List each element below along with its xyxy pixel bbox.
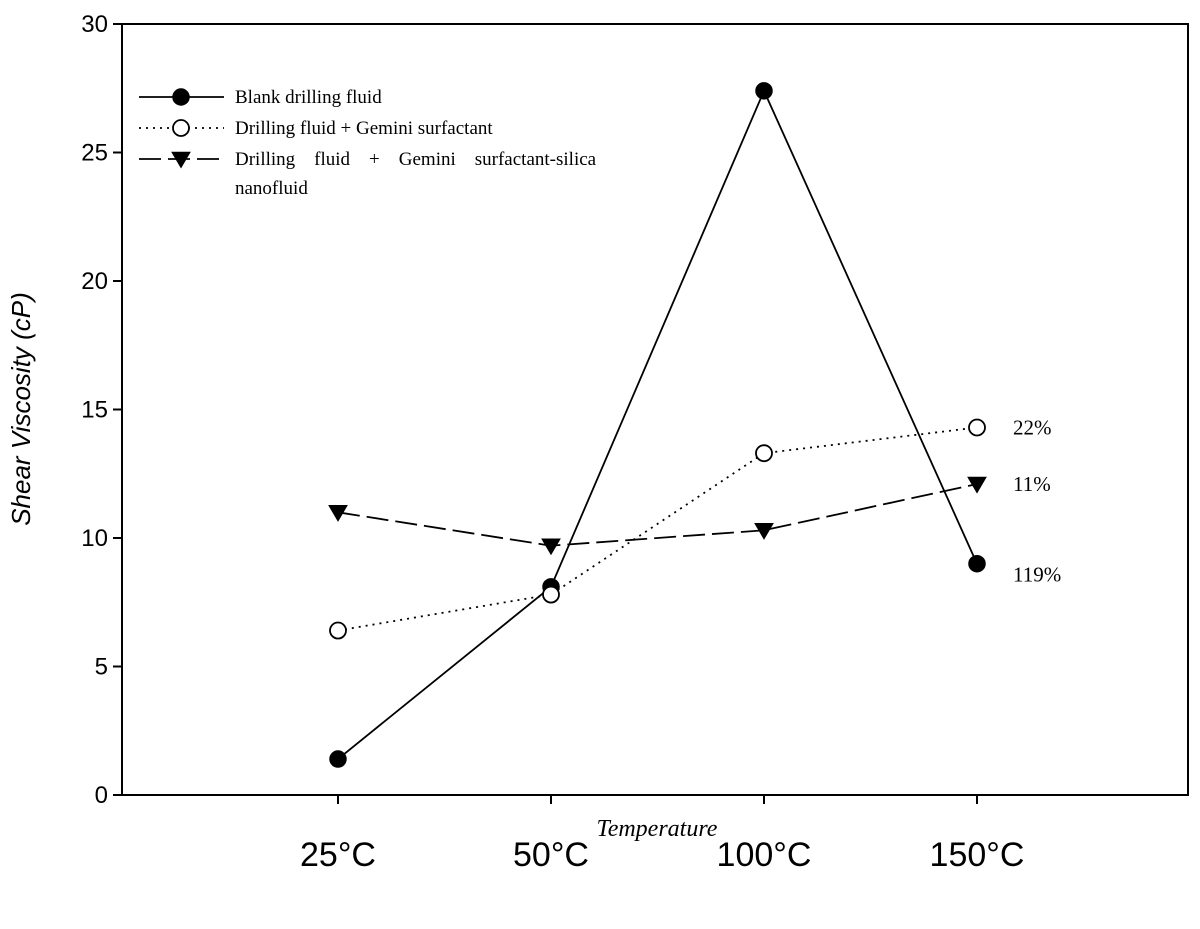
y-tick-label: 10 [81,525,108,552]
data-point [968,554,986,573]
data-point [329,621,347,640]
y-tick-label: 30 [81,11,108,38]
data-point [968,418,986,437]
x-tick-value: 100 [717,836,774,874]
data-point [967,476,987,494]
legend-label: Drilling fluid + Gemini surfactant [235,118,493,139]
y-tick-label: 20 [81,268,108,295]
plot-frame [121,23,1189,796]
series-line [337,483,978,547]
x-tick-unit: °C [338,836,376,874]
data-point [329,750,347,768]
x-tick-value: 50 [513,836,551,874]
series-2 [328,476,987,556]
series-line [337,88,978,760]
x-tick-unit: °C [773,836,811,874]
legend-label: Drilling fluid + Gemini surfactant-silic… [235,149,597,170]
x-axis: 25°C 50°C 100°C 150°C [300,795,1024,874]
x-tick-label: 100°C [717,836,812,874]
y-tick-label: 15 [81,397,108,424]
legend-marker [172,88,190,106]
legend-marker [172,119,190,137]
legend-marker [171,151,191,169]
data-point [542,585,560,604]
series-line [337,426,978,632]
legend-label: nanofluid [235,178,308,199]
legend: Blank drilling fluid Drilling fluid + Gem… [139,87,597,199]
x-tick-unit: °C [551,836,589,874]
x-axis-label: Temperature [597,816,718,842]
y-tick-label: 25 [81,140,108,167]
series-layer [328,82,987,768]
annotation-label: 119% [1013,563,1061,587]
x-tick-label: 150°C [930,836,1025,874]
data-point [328,505,348,522]
annotation-label: 11% [1013,472,1051,496]
data-point [541,538,561,556]
y-tick-label: 5 [95,654,108,681]
data-point [755,444,773,463]
x-tick-label: 50°C [513,836,589,874]
x-tick-label: 25°C [300,836,376,874]
x-tick-value: 25 [300,836,338,874]
data-point [754,523,774,540]
y-axis-label: Shear Viscosity (cP) [6,292,36,526]
annotations: 22% 11% 119% [1013,415,1061,586]
y-axis: 0 5 10 15 20 25 30 [81,11,122,809]
y-tick-label: 0 [95,782,108,809]
series-1 [329,418,986,640]
x-tick-unit: °C [986,836,1024,874]
series-0 [329,82,986,768]
annotation-label: 22% [1013,415,1052,439]
data-point [755,82,773,100]
x-tick-value: 150 [930,836,987,874]
legend-label: Blank drilling fluid [235,87,382,108]
